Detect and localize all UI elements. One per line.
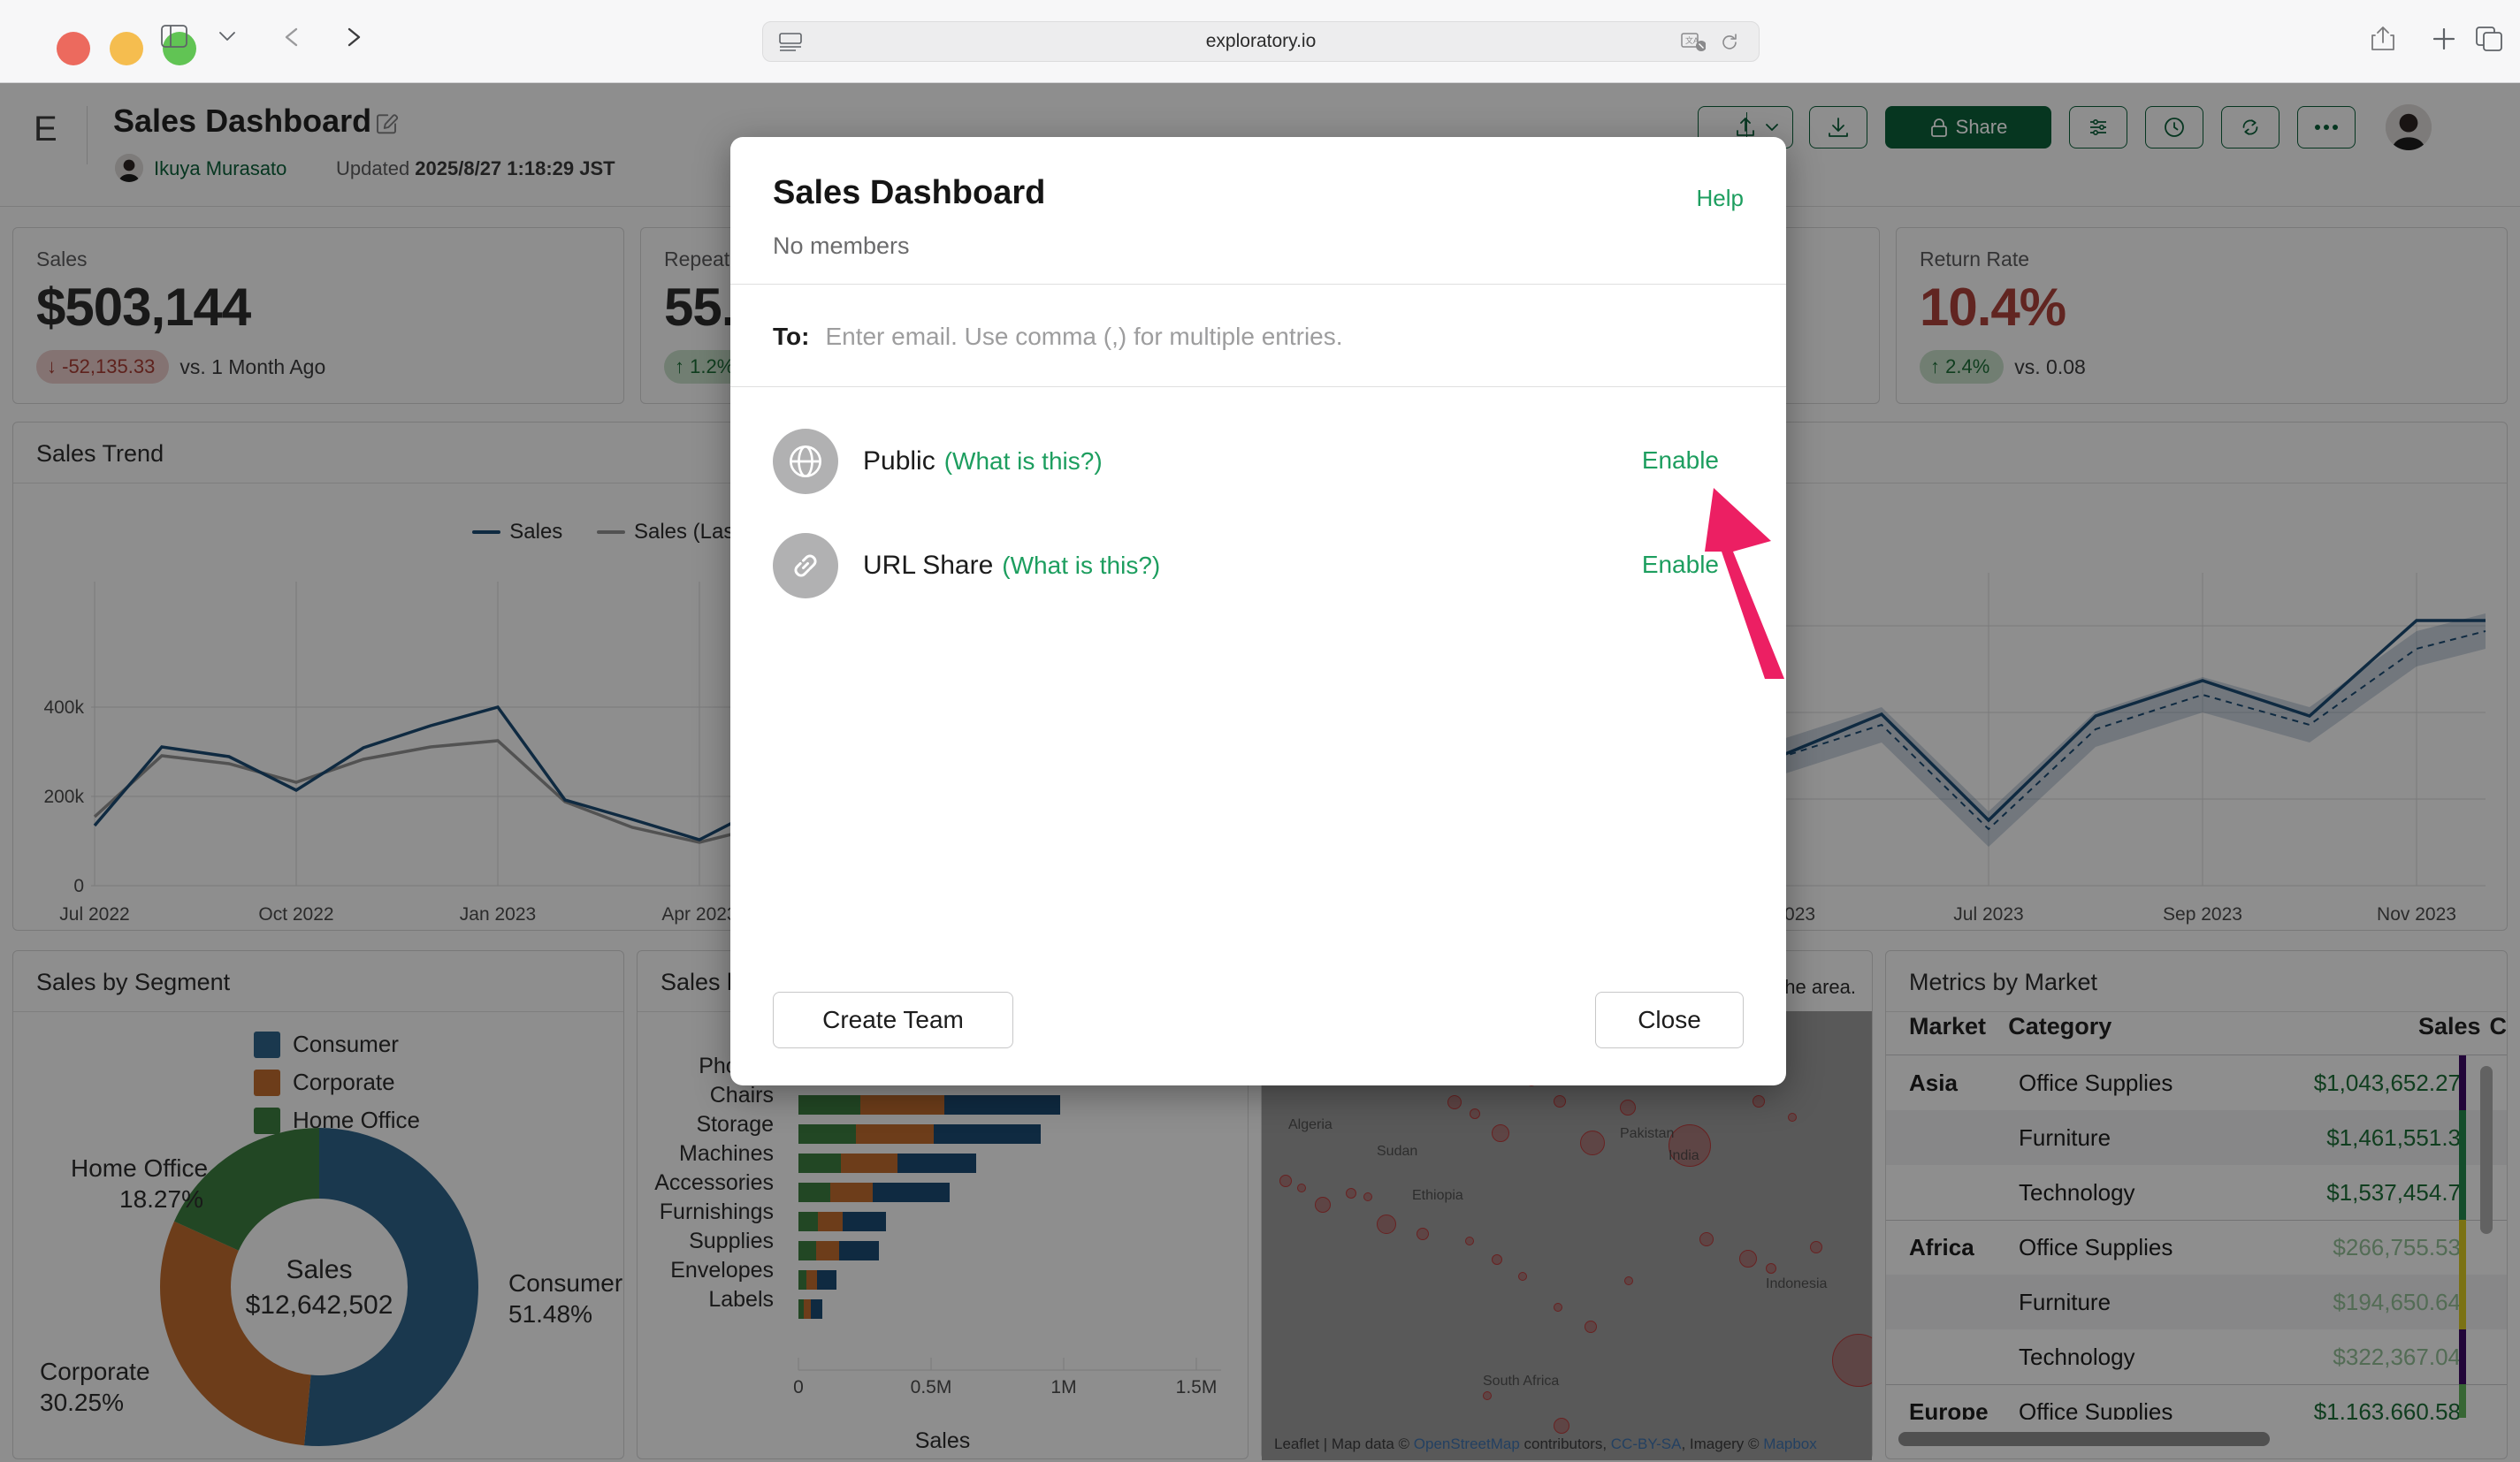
svg-text:200k: 200k [43,787,84,807]
svg-text:0.5M: 0.5M [911,1377,952,1397]
svg-text:1M: 1M [1050,1377,1076,1397]
svg-text:Nov 2023: Nov 2023 [2377,904,2456,925]
svg-text:0: 0 [73,876,84,896]
svg-text:Apr 2023: Apr 2023 [661,904,737,925]
svg-text:Oct 2022: Oct 2022 [258,904,333,925]
svg-text:Jul 2022: Jul 2022 [59,904,129,925]
svg-text:Jul 2023: Jul 2023 [1953,904,2023,925]
svg-text:51.48%: 51.48% [508,1300,592,1328]
svg-text:Home Office: Home Office [71,1154,208,1182]
svg-text:Jan 2023: Jan 2023 [460,904,536,925]
svg-text:400k: 400k [43,697,84,718]
svg-text:0: 0 [793,1377,804,1397]
svg-text:18.27%: 18.27% [119,1185,203,1213]
svg-text:$12,642,502: $12,642,502 [246,1291,393,1320]
svg-text:30.25%: 30.25% [40,1389,124,1416]
svg-text:Corporate: Corporate [40,1358,150,1385]
svg-text:Sales: Sales [286,1255,352,1284]
svg-text:1.5M: 1.5M [1176,1377,1218,1397]
svg-text:Consumer: Consumer [508,1269,622,1297]
svg-text:Sep 2023: Sep 2023 [2163,904,2242,925]
